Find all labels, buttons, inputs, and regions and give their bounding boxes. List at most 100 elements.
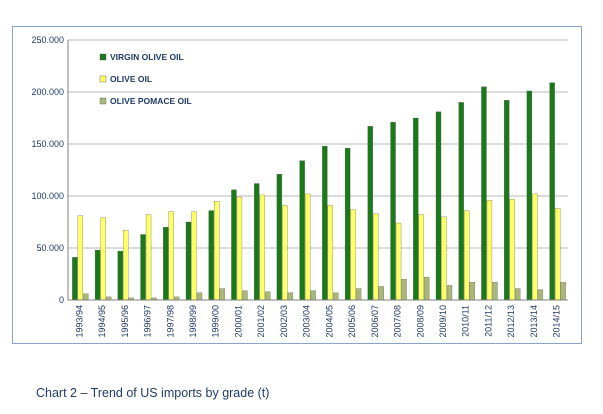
bar-olive-oil (395, 222, 402, 301)
y-tick-label: 200.000 (31, 87, 64, 97)
bar-olive-pomace-oil (537, 289, 544, 301)
bar-olive-pomace-oil (333, 292, 339, 301)
bar-virgin-olive-oil (299, 160, 305, 301)
bars (72, 82, 566, 301)
bar-virgin-olive-oil (549, 82, 555, 301)
bar-virgin-olive-oil (390, 122, 396, 301)
legend: VIRGIN OLIVE OIL OLIVE OIL OLIVE POMACE OI… (99, 52, 192, 106)
bar-olive-oil (236, 196, 243, 301)
legend-swatch (99, 97, 107, 105)
bar-olive-pomace-oil (265, 291, 271, 301)
x-axis-ticks: 1993/94 1994/95 1995/96 1996/97 1997/98 1998/… (74, 305, 561, 338)
bar-olive-oil (168, 211, 174, 301)
chart-panel: 0 50.000 100.000 150.000 200.000 250.000 1993… (12, 26, 582, 344)
x-tick-label: 2001/02 (256, 305, 266, 338)
legend-label: VIRGIN OLIVE OIL (110, 52, 184, 62)
chart-caption: Chart 2 – Trend of US imports by grade (… (36, 386, 270, 400)
bar-olive-pomace-oil (83, 293, 89, 301)
y-tick-label: 100.000 (31, 191, 64, 201)
bar-olive-oil (191, 211, 197, 301)
bar-olive-pomace-oil (424, 276, 430, 301)
axes (67, 40, 568, 301)
bar-olive-oil (282, 205, 288, 301)
bar-olive-pomace-oil (469, 282, 475, 301)
bar-olive-pomace-oil (446, 285, 453, 301)
bar-virgin-olive-oil (435, 111, 442, 301)
bar-olive-oil (100, 217, 106, 301)
bar-olive-oil (464, 210, 470, 301)
bar-olive-pomace-oil (560, 282, 566, 301)
bar-virgin-olive-oil (322, 145, 328, 301)
bar-virgin-olive-oil (117, 250, 123, 301)
bar-olive-oil (145, 214, 152, 301)
bar-olive-oil (350, 209, 356, 301)
bar-virgin-olive-oil (94, 249, 101, 301)
bar-virgin-olive-oil (254, 183, 260, 301)
x-tick-label: 2007/08 (393, 305, 403, 338)
bar-virgin-olive-oil (231, 189, 237, 301)
bar-virgin-olive-oil (140, 234, 146, 301)
bar-chart: 0 50.000 100.000 150.000 200.000 250.000 1993… (31, 35, 568, 338)
x-tick-label: 1994/95 (97, 305, 107, 338)
bar-virgin-olive-oil (367, 126, 373, 301)
bar-virgin-olive-oil (458, 102, 464, 301)
x-tick-label: 1996/97 (143, 305, 153, 338)
bar-olive-pomace-oil (219, 288, 225, 301)
x-tick-label: 2006/07 (370, 305, 380, 338)
x-tick-label: 2010/11 (461, 305, 471, 337)
x-tick-label: 2002/03 (279, 305, 289, 338)
x-tick-label: 2011/12 (483, 305, 493, 337)
bar-virgin-olive-oil (504, 100, 510, 301)
bar-olive-oil (259, 194, 265, 301)
bar-olive-oil (304, 193, 311, 301)
x-tick-label: 2014/15 (552, 305, 562, 338)
bar-olive-oil (554, 208, 561, 301)
x-tick-label: 2005/06 (347, 305, 357, 338)
bar-virgin-olive-oil (526, 90, 533, 301)
bar-olive-oil (373, 213, 379, 301)
bar-olive-oil (532, 193, 538, 301)
bar-virgin-olive-oil (185, 221, 192, 301)
bar-olive-pomace-oil (515, 288, 521, 301)
legend-swatch (99, 75, 107, 83)
bar-virgin-olive-oil (276, 174, 283, 301)
y-axis-ticks: 0 50.000 100.000 150.000 200.000 250.000 (31, 35, 64, 305)
legend-swatch (99, 53, 107, 61)
x-tick-label: 1993/94 (74, 305, 84, 338)
x-tick-label: 1997/98 (165, 305, 175, 338)
x-tick-label: 2009/10 (438, 305, 448, 338)
x-tick-label: 1999/00 (211, 305, 221, 338)
bar-virgin-olive-oil (163, 227, 169, 301)
legend-label: OLIVE POMACE OIL (110, 96, 192, 106)
bar-olive-oil (418, 214, 424, 301)
bar-olive-pomace-oil (287, 292, 294, 301)
bar-olive-oil (123, 230, 129, 301)
x-tick-label: 2004/05 (324, 305, 334, 338)
bar-olive-oil (214, 201, 220, 301)
y-tick-label: 50.000 (36, 243, 64, 253)
bar-olive-oil (327, 205, 334, 301)
bar-virgin-olive-oil (208, 210, 214, 301)
x-tick-label: 2003/04 (302, 305, 312, 338)
bar-olive-pomace-oil (355, 288, 362, 301)
bar-olive-pomace-oil (401, 279, 407, 301)
bar-virgin-olive-oil (344, 148, 351, 301)
x-tick-label: 2000/01 (233, 305, 243, 338)
bar-olive-oil (509, 198, 515, 301)
x-tick-label: 2013/14 (529, 305, 539, 338)
legend-label: OLIVE OIL (110, 74, 152, 84)
y-tick-label: 150.000 (31, 139, 64, 149)
bar-olive-oil (441, 216, 447, 301)
x-tick-label: 2008/09 (415, 305, 425, 338)
gridlines (68, 39, 568, 249)
bar-olive-pomace-oil (196, 292, 203, 301)
y-tick-label: 0 (59, 295, 64, 305)
bar-olive-oil (77, 215, 84, 301)
bar-virgin-olive-oil (72, 257, 78, 301)
bar-virgin-olive-oil (413, 117, 419, 301)
bar-olive-pomace-oil (492, 282, 498, 301)
bar-virgin-olive-oil (481, 86, 487, 301)
x-tick-label: 2012/13 (506, 305, 516, 338)
x-tick-label: 1995/96 (120, 305, 130, 338)
bar-olive-pomace-oil (310, 290, 316, 301)
